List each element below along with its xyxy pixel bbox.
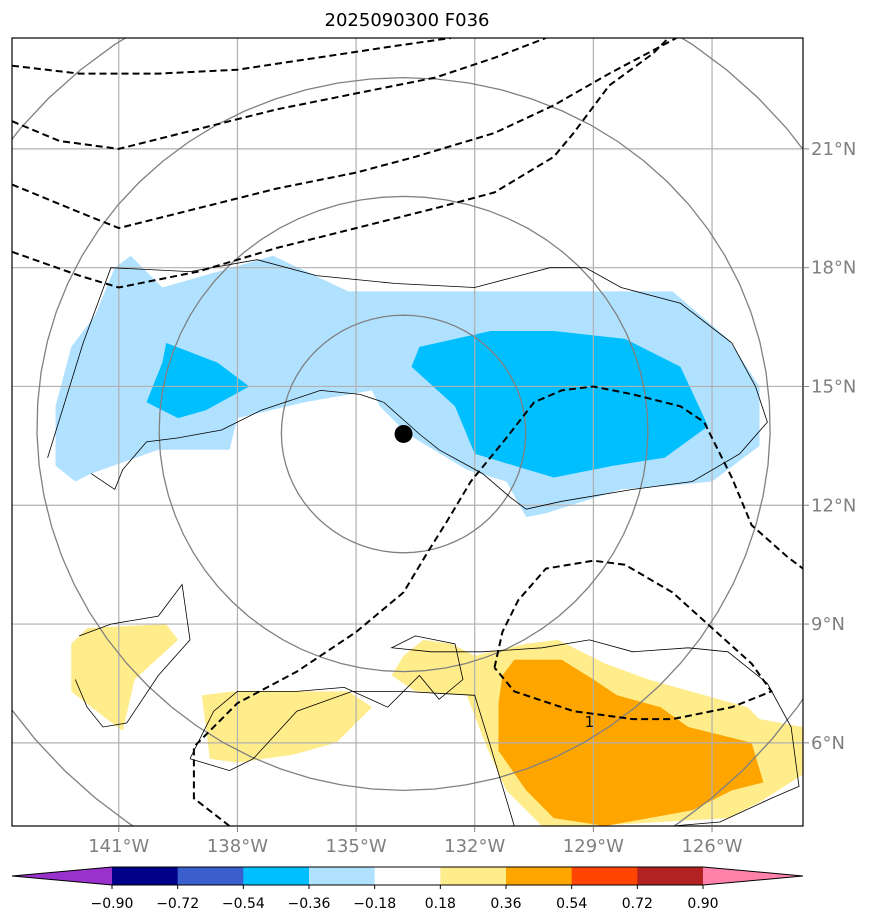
colorbar-tick-label: 0.54 — [556, 896, 587, 912]
axis-labels-layer: 141°W 138°W 135°W 132°W 129°W 126°W 21°N 18°N 15… — [88, 139, 856, 857]
colorbar-segment — [571, 867, 638, 885]
colorbar-segment — [506, 867, 573, 885]
lat-tick-label: 21°N — [811, 139, 856, 160]
colorbar-tick-label: 0.72 — [622, 896, 653, 912]
range-ring — [280, 314, 527, 554]
colorbar-segment — [177, 867, 244, 885]
dashed-contour — [493, 559, 773, 721]
contour-label: 1 — [585, 713, 595, 731]
shaded-region-yellow-mid-small — [201, 691, 372, 763]
coastline — [47, 259, 768, 510]
dashed-contour — [12, 38, 677, 230]
colorbar-tick-label: 0.18 — [425, 896, 456, 912]
dashed-contour — [12, 38, 452, 75]
lat-tick-label: 18°N — [811, 258, 856, 279]
colorbar: −0.90 −0.72 −0.54 −0.36 −0.18 0.18 0.36 0.54 0.7… — [11, 866, 804, 912]
colorbar-tick-label: −0.72 — [156, 896, 199, 912]
coastline — [189, 635, 800, 826]
colorbar-segment — [637, 867, 704, 885]
colorbar-tick-label: 0.90 — [687, 896, 718, 912]
dashed-contour-layer: 1 — [12, 38, 803, 826]
coastline — [74, 583, 191, 728]
dashed-contour — [192, 385, 803, 826]
chart-title: 2025090300 F036 — [325, 10, 490, 31]
shaded-region-blue-core-east — [411, 331, 709, 478]
lat-tick-label: 6°N — [811, 733, 845, 754]
lat-tick-label: 12°N — [811, 495, 856, 516]
colorbar-segment — [440, 867, 507, 885]
storm-center-marker — [394, 424, 413, 443]
colorbar-tick-label: −0.90 — [91, 896, 134, 912]
range-ring — [158, 195, 649, 673]
plot-frame — [11, 37, 804, 827]
dashed-contour — [12, 38, 670, 289]
dashed-contour — [12, 38, 547, 150]
colorbar-tick-label: −0.18 — [353, 896, 396, 912]
lon-tick-label: 132°W — [444, 836, 505, 857]
gridline-layer — [12, 38, 803, 826]
colorbar-segment — [374, 867, 441, 885]
lat-tick-label: 9°N — [811, 614, 845, 635]
shaded-region-yellow-west-small — [71, 624, 179, 731]
colorbar-tick-label: −0.36 — [288, 896, 331, 912]
range-ring — [36, 76, 771, 792]
lon-tick-label: 135°W — [326, 836, 387, 857]
colorbar-tick-label: −0.54 — [222, 896, 265, 912]
colorbar-segment — [309, 867, 376, 885]
center-marker-layer — [394, 424, 413, 443]
colorbar-extend-low — [12, 867, 112, 885]
lon-tick-label: 138°W — [207, 836, 268, 857]
lon-tick-label: 141°W — [88, 836, 149, 857]
colorbar-tick-label: 0.36 — [490, 896, 521, 912]
coastline-layer — [47, 259, 800, 826]
lon-tick-label: 126°W — [681, 836, 742, 857]
shaded-field-layer — [55, 255, 803, 826]
lon-tick-label: 129°W — [563, 836, 624, 857]
colorbar-segment — [243, 867, 310, 885]
lat-tick-label: 15°N — [811, 376, 856, 397]
shaded-region-blue-core-west — [146, 342, 250, 419]
colorbar-segment — [112, 867, 179, 885]
colorbar-extend-high — [703, 867, 803, 885]
